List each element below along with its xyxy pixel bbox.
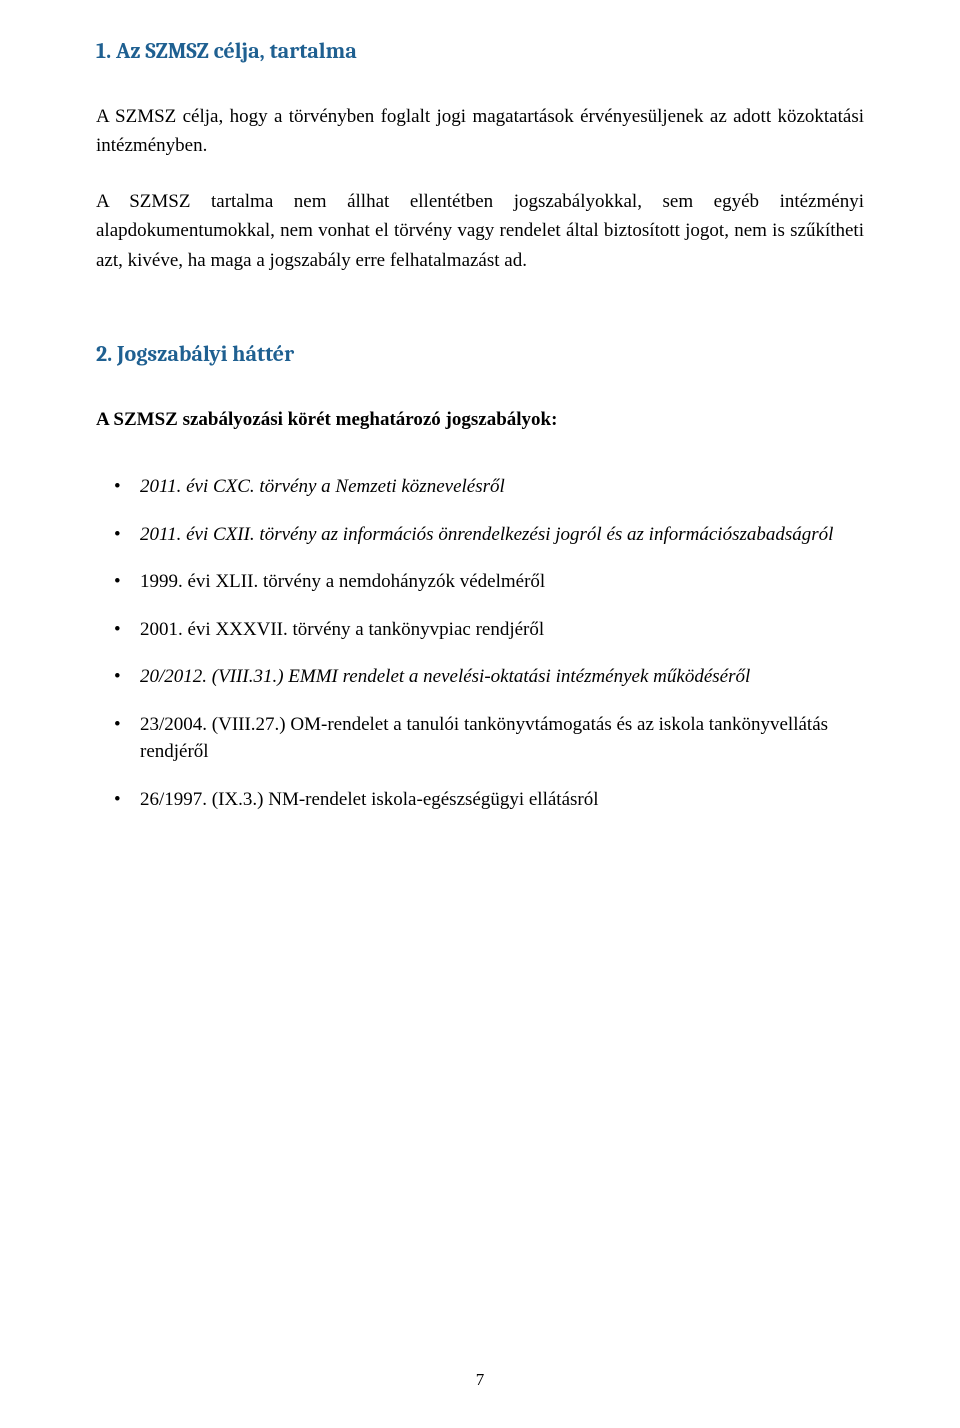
paragraph-intro-1: A SZMSZ célja, hogy a törvényben foglalt… [96,102,864,161]
list-item: 2011. évi CXII. törvény az információs ö… [96,521,864,549]
list-item-text: 1999. évi XLII. törvény a nemdohányzók v… [140,571,545,592]
list-item: 2001. évi XXXVII. törvény a tankönyvpiac… [96,616,864,644]
law-list: 2011. évi CXC. törvény a Nemzeti közneve… [96,473,864,813]
document-page: 1. Az SZMSZ célja, tartalma A SZMSZ célj… [0,0,960,814]
subheading-laws: A SZMSZ szabályozási körét meghatározó j… [96,409,864,431]
list-item-text: 26/1997. (IX.3.) NM-rendelet iskola-egés… [140,789,599,810]
list-item: 2011. évi CXC. törvény a Nemzeti közneve… [96,473,864,501]
list-item-text: 20/2012. (VIII.31.) EMMI rendelet a neve… [140,666,750,687]
list-item: 23/2004. (VIII.27.) OM-rendelet a tanuló… [96,711,864,766]
list-item: 20/2012. (VIII.31.) EMMI rendelet a neve… [96,663,864,691]
list-item-text: 2011. évi CXII. törvény az információs ö… [140,524,833,545]
section-heading-1: 1. Az SZMSZ célja, tartalma [96,38,864,64]
list-item-text: 2001. évi XXXVII. törvény a tankönyvpiac… [140,619,544,640]
list-item: 26/1997. (IX.3.) NM-rendelet iskola-egés… [96,786,864,814]
paragraph-intro-2: A SZMSZ tartalma nem állhat ellentétben … [96,187,864,275]
list-item-text: 2011. évi CXC. törvény a Nemzeti közneve… [140,476,505,497]
list-item: 1999. évi XLII. törvény a nemdohányzók v… [96,568,864,596]
section-heading-2: 2. Jogszabályi háttér [96,341,864,367]
page-number: 7 [0,1370,960,1390]
list-item-text: 23/2004. (VIII.27.) OM-rendelet a tanuló… [140,714,828,763]
